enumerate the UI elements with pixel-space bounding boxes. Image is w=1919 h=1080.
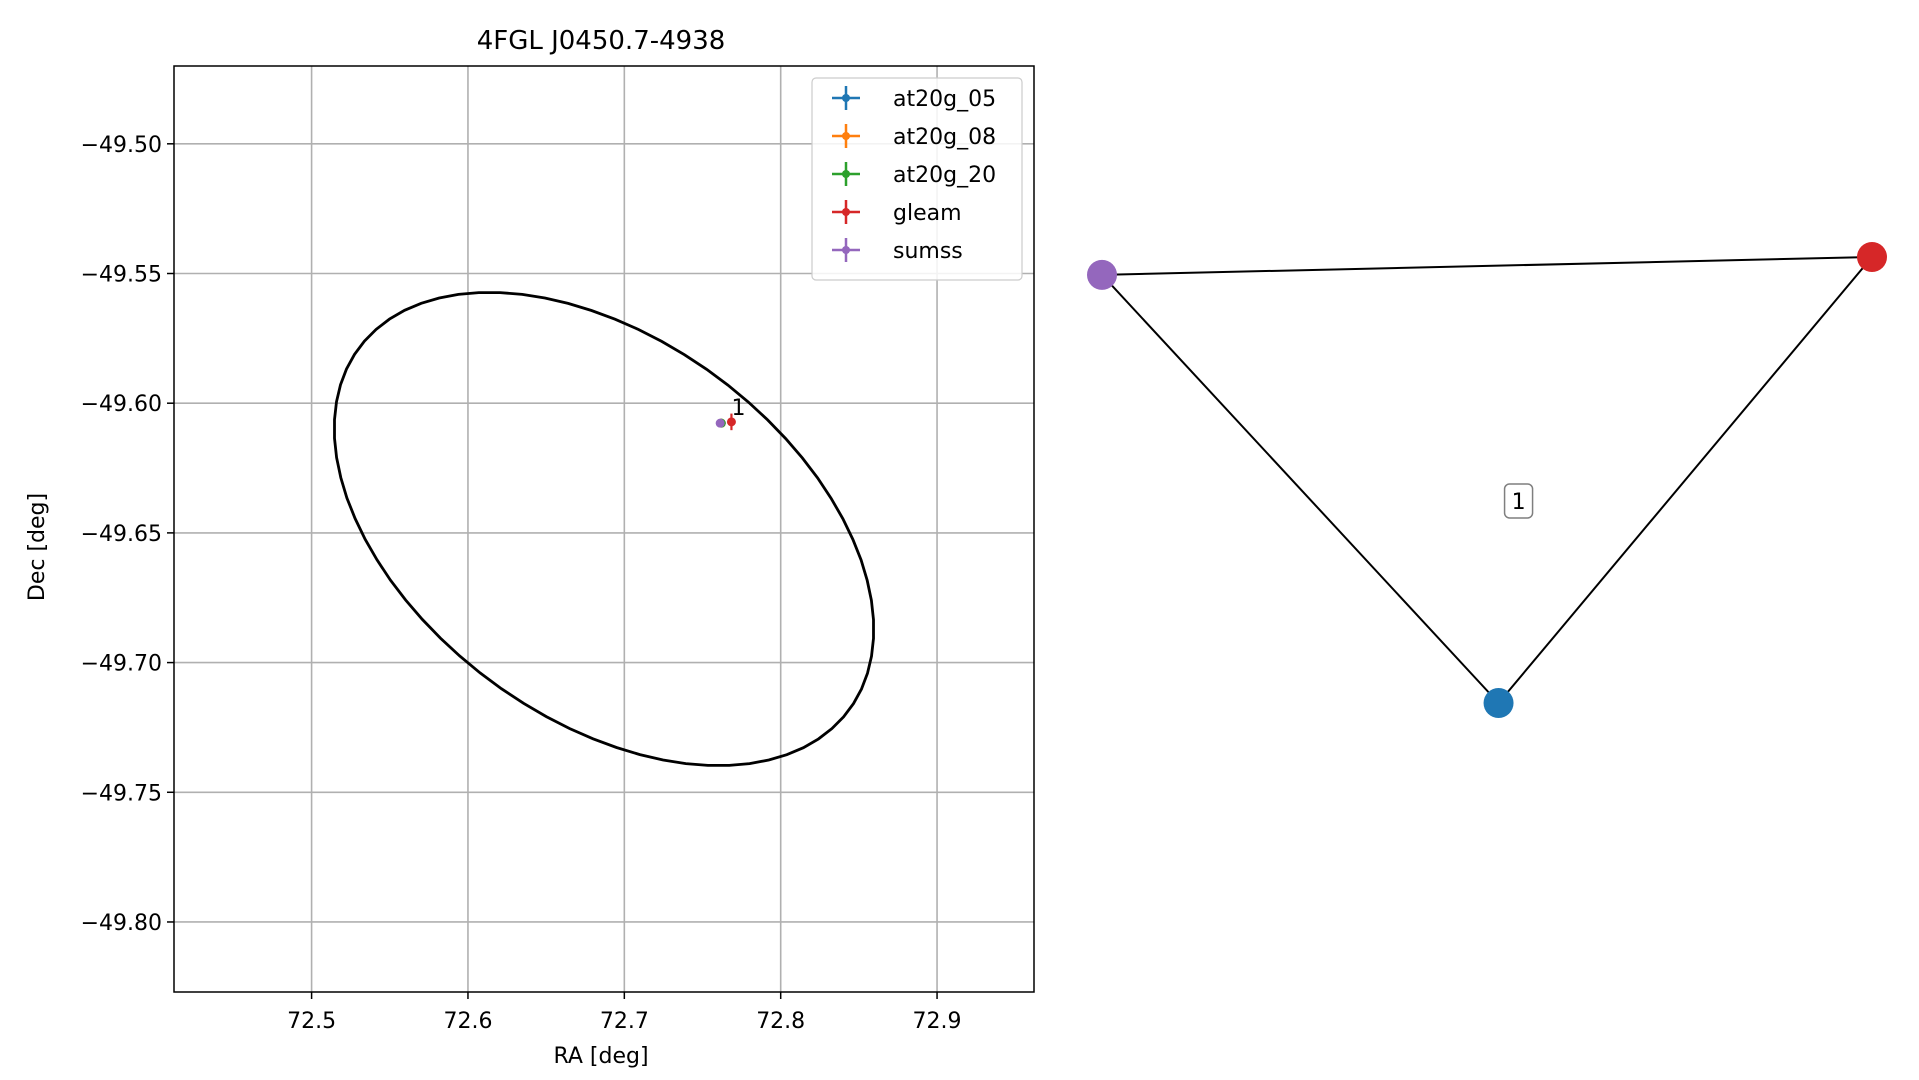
scatter-plot: 1 72.5 72.6 72.7 72.8 72.9 −49.50 −49.55 −49.6… (25, 26, 1035, 1069)
legend-marker-dot (842, 246, 850, 254)
x-tick-label: 72.8 (756, 1009, 805, 1034)
graph-edge (1497, 256, 1873, 704)
graph-node-sumss (1087, 259, 1117, 290)
legend-marker-dot (842, 208, 850, 216)
legend-marker-dot (842, 170, 850, 178)
source-annotation: 1 (731, 396, 745, 421)
graph-node-gleam (1857, 242, 1887, 272)
point-gleam (726, 413, 736, 431)
plot-frame (173, 65, 1035, 993)
x-tick-label: 72.6 (443, 1009, 492, 1034)
network-graph: 1 (1087, 242, 1887, 718)
graph-label-text: 1 (1512, 490, 1526, 515)
y-tick-label: −49.80 (81, 911, 162, 936)
x-tick-label: 72.7 (600, 1009, 649, 1034)
y-tick-label: −49.65 (81, 522, 162, 547)
legend-label: at20g_05 (893, 87, 996, 112)
x-axis-ticks: 72.5 72.6 72.7 72.8 72.9 (287, 992, 962, 1034)
graph-label: 1 (1503, 483, 1534, 519)
x-tick-label: 72.9 (913, 1009, 962, 1034)
y-tick-label: −49.75 (81, 781, 162, 806)
legend-entry-sumss: sumss (832, 238, 963, 264)
x-axis-label: RA [deg] (553, 1044, 648, 1069)
y-axis-ticks: −49.50 −49.55 −49.60 −49.65 −49.70 −49.75 −49.… (81, 133, 174, 936)
y-axis-label: Dec [deg] (25, 493, 50, 601)
y-tick-label: −49.50 (81, 133, 162, 158)
localization-ellipse (333, 291, 875, 767)
graph-label-box (1503, 483, 1534, 519)
legend-box (811, 77, 1023, 281)
y-tick-label: −49.70 (81, 652, 162, 677)
data-points (715, 413, 736, 431)
chart-title: 4FGL J0450.7-4938 (477, 26, 726, 56)
point-sumss (715, 418, 725, 428)
legend-entry-at20g_08: at20g_08 (832, 124, 996, 150)
legend-marker-dot (842, 94, 850, 102)
graph-edge (1101, 274, 1500, 704)
graph-node-at20g (1483, 688, 1514, 718)
graph-edges (1101, 256, 1873, 704)
graph-nodes (1087, 242, 1887, 718)
x-tick-label: 72.5 (287, 1009, 336, 1034)
legend-entry-at20g_05: at20g_05 (832, 86, 996, 112)
point-marker (715, 418, 725, 428)
grid (174, 66, 1034, 992)
y-tick-label: −49.60 (81, 392, 162, 417)
legend-entry-gleam: gleam (832, 200, 962, 226)
y-tick-label: −49.55 (81, 263, 162, 288)
graph-edge (1101, 256, 1873, 276)
legend-label: at20g_20 (893, 163, 996, 188)
legend-label: sumss (893, 239, 963, 264)
legend-label: gleam (893, 201, 962, 226)
legend-entry-at20g_20: at20g_20 (832, 162, 996, 188)
point-marker (726, 417, 736, 427)
legend-label: at20g_08 (893, 125, 996, 150)
legend-marker-dot (842, 132, 850, 140)
